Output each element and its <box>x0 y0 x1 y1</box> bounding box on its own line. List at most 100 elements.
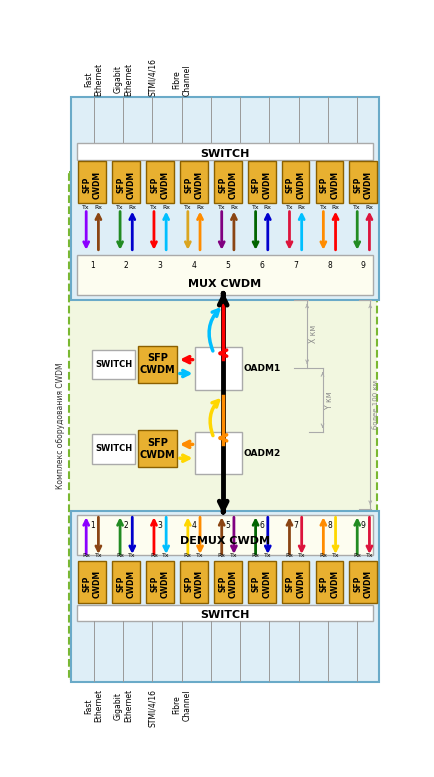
Text: SFP
CWDM: SFP CWDM <box>150 570 170 598</box>
Bar <box>195 432 242 475</box>
Text: MUX CWDM: MUX CWDM <box>188 279 261 289</box>
Text: 1: 1 <box>90 521 95 531</box>
Text: 5: 5 <box>225 261 230 270</box>
Text: Tx: Tx <box>162 552 170 558</box>
Text: 7: 7 <box>293 521 298 531</box>
Bar <box>69 172 377 680</box>
Text: SFP
CWDM: SFP CWDM <box>116 170 136 199</box>
Bar <box>248 161 276 204</box>
Text: X км: X км <box>309 325 319 343</box>
Text: Tx: Tx <box>218 205 226 210</box>
Text: Tx: Tx <box>319 205 327 210</box>
Text: STMI/4/16: STMI/4/16 <box>148 57 157 96</box>
Text: Rx: Rx <box>150 552 158 558</box>
Bar <box>349 561 377 603</box>
Text: SFP
CWDM: SFP CWDM <box>184 570 204 598</box>
Text: Tx: Tx <box>95 552 102 558</box>
Text: Tx: Tx <box>286 205 293 210</box>
Text: SFP
CWDM: SFP CWDM <box>286 170 305 199</box>
Text: более 100 км: более 100 км <box>372 380 378 429</box>
Text: 3: 3 <box>158 521 162 531</box>
Text: SFP
CWDM: SFP CWDM <box>150 170 170 199</box>
Text: Tx: Tx <box>116 205 124 210</box>
Text: SFP
CWDM: SFP CWDM <box>320 170 339 199</box>
Text: SWITCH: SWITCH <box>95 444 132 454</box>
Text: 8: 8 <box>327 261 332 270</box>
Bar <box>138 430 177 468</box>
Text: Fibre
Channel: Fibre Channel <box>172 64 191 96</box>
Text: Rx: Rx <box>286 552 293 558</box>
Text: Tx: Tx <box>82 205 90 210</box>
Bar <box>77 515 373 556</box>
Bar <box>146 561 174 603</box>
Text: 4: 4 <box>191 261 196 270</box>
Text: 2: 2 <box>124 261 128 270</box>
Text: 9: 9 <box>361 521 366 531</box>
Text: SFP
CWDM: SFP CWDM <box>82 170 102 199</box>
Text: Tx: Tx <box>353 205 361 210</box>
Bar <box>316 561 343 603</box>
Text: SFP
CWDM: SFP CWDM <box>252 570 271 598</box>
Text: 6: 6 <box>259 521 264 531</box>
Bar <box>77 143 373 160</box>
Text: SFP
CWDM: SFP CWDM <box>116 570 136 598</box>
Text: 1: 1 <box>90 261 95 270</box>
Text: Rx: Rx <box>365 205 373 210</box>
Bar <box>112 161 140 204</box>
Text: SWITCH: SWITCH <box>200 609 250 619</box>
Text: Tx: Tx <box>150 205 158 210</box>
Bar <box>349 161 377 204</box>
Text: Tx: Tx <box>196 552 204 558</box>
Text: 8: 8 <box>327 521 332 531</box>
Bar <box>214 161 242 204</box>
Text: Tx: Tx <box>264 552 272 558</box>
Text: SFP
CWDM: SFP CWDM <box>218 170 237 199</box>
Bar <box>180 561 208 603</box>
Text: DEMUX CWDM: DEMUX CWDM <box>180 536 270 546</box>
Bar <box>195 347 242 390</box>
Text: 9: 9 <box>361 261 366 270</box>
Text: SFP
CWDM: SFP CWDM <box>354 570 373 598</box>
Bar <box>92 350 135 379</box>
Text: SFP
CWDM: SFP CWDM <box>218 570 237 598</box>
Bar <box>77 605 373 622</box>
Text: STMI/4/16: STMI/4/16 <box>148 689 157 727</box>
Bar <box>92 434 135 464</box>
Text: 7: 7 <box>293 261 298 270</box>
Bar <box>214 561 242 603</box>
Bar <box>71 97 379 300</box>
Text: 4: 4 <box>191 521 196 531</box>
Text: SFP
CWDM: SFP CWDM <box>252 170 271 199</box>
Text: Tx: Tx <box>365 552 373 558</box>
Text: Rx: Rx <box>230 205 238 210</box>
Text: Rx: Rx <box>332 205 339 210</box>
Text: Комплекс оборудования CWDM: Комплекс оборудования CWDM <box>56 363 65 490</box>
Text: SFP
CWDM: SFP CWDM <box>140 354 176 375</box>
Text: Rx: Rx <box>252 552 260 558</box>
Bar <box>112 561 140 603</box>
Text: Gigabit
Ethernet: Gigabit Ethernet <box>113 62 133 96</box>
Bar <box>138 346 177 383</box>
Bar <box>180 161 208 204</box>
Text: OADM1: OADM1 <box>244 364 281 373</box>
Bar <box>77 255 373 295</box>
Text: Tx: Tx <box>252 205 260 210</box>
Bar <box>282 561 309 603</box>
Text: SFP
CWDM: SFP CWDM <box>320 570 339 598</box>
Text: SFP
CWDM: SFP CWDM <box>286 570 305 598</box>
Text: Rx: Rx <box>218 552 226 558</box>
Text: Rx: Rx <box>116 552 124 558</box>
Bar <box>248 561 276 603</box>
Bar <box>79 561 106 603</box>
Bar <box>79 161 106 204</box>
Text: Rx: Rx <box>94 205 102 210</box>
Text: SFP
CWDM: SFP CWDM <box>140 438 176 460</box>
Text: Tx: Tx <box>184 205 192 210</box>
Text: Rx: Rx <box>128 205 136 210</box>
Text: Fast
Ethernet: Fast Ethernet <box>84 62 104 96</box>
Text: Y км: Y км <box>325 391 334 409</box>
Text: 2: 2 <box>124 521 128 531</box>
Bar <box>316 161 343 204</box>
Text: Tx: Tx <box>332 552 339 558</box>
Text: Rx: Rx <box>319 552 327 558</box>
